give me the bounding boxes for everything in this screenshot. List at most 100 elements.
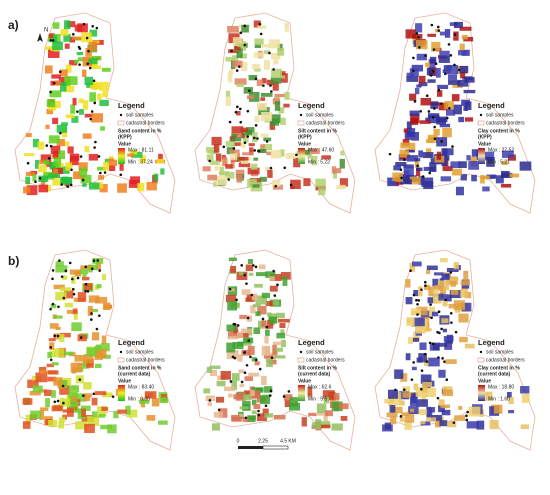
map-cell xyxy=(46,99,56,108)
map-cell xyxy=(453,21,463,29)
soil-sample xyxy=(429,303,432,306)
legend-min: Min : 1.60 xyxy=(488,396,510,402)
map-cell xyxy=(289,397,298,407)
soil-sample xyxy=(78,378,82,381)
legend-title: Legend xyxy=(478,101,505,110)
map-cell xyxy=(438,369,446,378)
map-cell xyxy=(55,326,61,331)
soil-sample xyxy=(245,282,248,285)
legend-color-ramp xyxy=(298,385,305,401)
map-cell xyxy=(74,24,83,32)
map-cell xyxy=(482,186,490,192)
map-cell xyxy=(55,265,68,273)
soil-sample xyxy=(38,176,42,180)
map-cell xyxy=(26,185,38,196)
map-cell xyxy=(84,76,94,86)
map-cell xyxy=(426,67,435,76)
scale-segment xyxy=(262,445,289,450)
map-cell xyxy=(390,416,397,425)
map-cell xyxy=(450,161,460,169)
map-cell xyxy=(247,345,255,355)
map-cell xyxy=(53,157,62,167)
map-cell xyxy=(230,265,237,273)
map-cell xyxy=(484,151,495,161)
map-cell xyxy=(73,313,78,320)
map-cell xyxy=(260,144,265,153)
scale-label: 2.25 xyxy=(258,438,268,444)
map-cell xyxy=(90,308,98,313)
map-cell xyxy=(280,272,291,280)
soil-sample xyxy=(420,387,423,391)
soil-sample xyxy=(48,157,51,160)
soil-sample xyxy=(89,117,93,121)
map-cell xyxy=(66,407,74,417)
map-cell xyxy=(206,154,214,161)
map-cell xyxy=(91,397,98,406)
map-cell xyxy=(48,173,61,179)
map-cell xyxy=(101,392,113,398)
map-cell xyxy=(251,387,264,393)
map-cell xyxy=(248,74,258,81)
map-cell xyxy=(280,339,286,348)
map-cell xyxy=(50,145,61,155)
map-cell xyxy=(227,72,233,83)
map-cell xyxy=(224,171,235,179)
soil-sample xyxy=(254,265,258,269)
map-cell xyxy=(59,82,67,92)
soil-sample xyxy=(92,259,96,263)
map-cell xyxy=(52,22,60,29)
map-cell xyxy=(250,305,256,314)
map-cell xyxy=(265,271,276,278)
map-cell xyxy=(271,52,281,60)
soil-sample xyxy=(90,318,93,321)
map-cell xyxy=(303,178,311,187)
soil-sample xyxy=(295,153,298,157)
north-label: N xyxy=(44,28,48,34)
soil-sample xyxy=(420,288,423,291)
soil-sample xyxy=(399,415,403,418)
legend-title: Legend xyxy=(298,101,325,110)
map-cell xyxy=(235,169,245,179)
soil-sample xyxy=(437,88,441,92)
map-cell xyxy=(58,421,65,429)
legend: Legend soil samples cadastral borders Clay … xyxy=(477,338,525,402)
legend-variable: Silt content in % xyxy=(298,128,337,134)
soil-sample xyxy=(412,56,415,60)
map-cell xyxy=(224,386,235,392)
map-cell xyxy=(39,370,47,374)
soil-sample xyxy=(410,378,414,381)
soil-sample xyxy=(264,404,268,408)
map-cell xyxy=(71,116,79,123)
legend-borders: cadastral borders xyxy=(306,357,345,363)
map-cell xyxy=(438,399,445,406)
map-cell xyxy=(285,152,297,159)
map-cell xyxy=(49,162,57,169)
map-cell xyxy=(384,398,395,404)
soil-sample xyxy=(234,110,238,114)
legend: Legend soil samples cadastral borders Silt … xyxy=(297,101,345,165)
map-cell xyxy=(59,163,64,168)
map-cell xyxy=(307,386,313,396)
map-cell xyxy=(74,393,87,402)
map-cell xyxy=(257,305,267,315)
map-cell xyxy=(449,22,458,27)
map-cell xyxy=(425,328,432,332)
map-cell xyxy=(98,175,104,180)
map-cell xyxy=(413,383,419,391)
map-cell xyxy=(89,92,97,102)
map-cell xyxy=(69,269,82,275)
map-cell xyxy=(68,385,80,393)
soil-sample xyxy=(208,399,212,402)
map-cell xyxy=(73,408,82,413)
map-cell xyxy=(282,276,288,286)
soil-sample xyxy=(253,136,256,140)
map-cell xyxy=(427,357,440,367)
soil-sample xyxy=(246,316,250,320)
map-cell xyxy=(273,59,279,65)
soil-sample xyxy=(235,298,238,302)
map-cell xyxy=(426,407,433,418)
soil-sample xyxy=(69,183,73,187)
map-cell xyxy=(263,59,270,70)
map-cell xyxy=(264,386,273,393)
soil-sample xyxy=(246,109,250,113)
